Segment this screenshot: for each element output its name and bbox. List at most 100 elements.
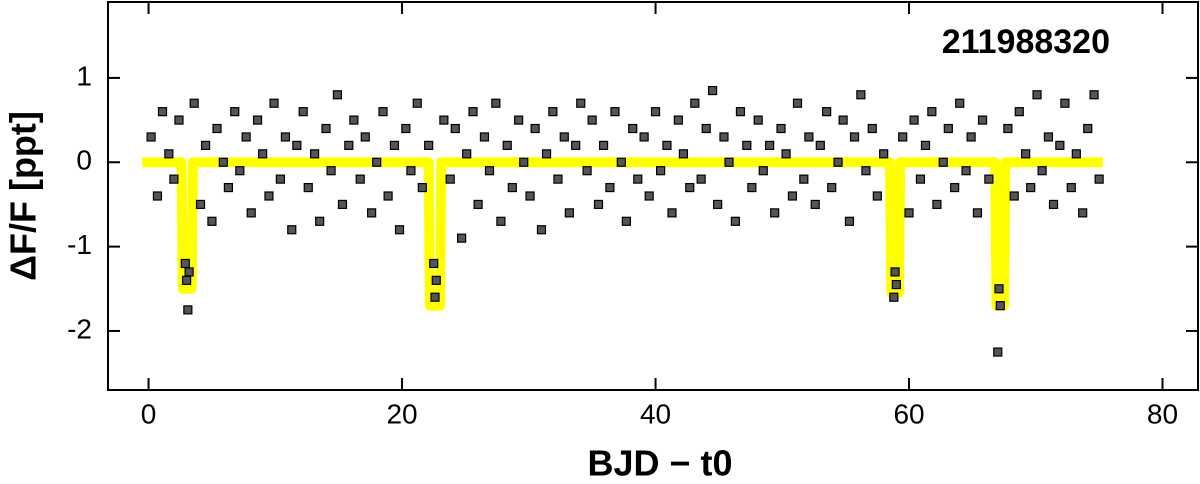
data-point — [673, 115, 683, 125]
data-point — [223, 182, 234, 193]
data-point — [758, 166, 768, 176]
data-point — [559, 132, 569, 142]
data-point — [915, 174, 926, 184]
data-point — [792, 98, 803, 108]
data-point — [822, 107, 832, 117]
data-point — [856, 90, 866, 100]
data-point — [1089, 90, 1099, 100]
data-point — [861, 166, 871, 176]
data-point — [735, 107, 746, 117]
data-point — [872, 191, 882, 201]
data-point — [344, 140, 354, 150]
data-point — [610, 107, 620, 117]
data-point — [977, 115, 988, 125]
data-point — [468, 107, 478, 117]
data-point — [541, 149, 552, 159]
data-point — [707, 85, 718, 96]
data-point — [605, 182, 615, 193]
data-point — [174, 115, 184, 125]
data-point — [943, 123, 953, 134]
data-point — [1043, 132, 1054, 142]
data-point — [298, 107, 308, 117]
data-point — [690, 98, 700, 108]
data-point — [536, 225, 547, 235]
data-point — [389, 140, 400, 150]
x-tick-label: 40 — [640, 398, 671, 429]
y-tick-label: -2 — [67, 313, 92, 344]
data-point — [587, 115, 597, 125]
data-point — [417, 182, 427, 193]
data-point — [1048, 199, 1059, 210]
data-point — [450, 123, 460, 134]
data-point — [553, 174, 563, 184]
data-point — [849, 132, 860, 142]
data-point — [439, 115, 449, 125]
data-point — [972, 208, 983, 218]
data-point — [701, 123, 711, 134]
data-point — [742, 140, 752, 150]
data-point — [367, 208, 377, 218]
data-point — [429, 258, 439, 269]
data-point — [507, 182, 517, 193]
data-point — [218, 157, 228, 167]
data-point — [326, 166, 336, 176]
data-point — [491, 98, 501, 108]
data-point — [633, 174, 643, 184]
data-point — [424, 140, 434, 150]
data-point — [473, 199, 483, 210]
data-point — [993, 347, 1003, 357]
data-point — [904, 208, 914, 218]
data-point — [628, 123, 638, 134]
data-point — [406, 166, 416, 176]
data-point — [955, 98, 965, 108]
data-point — [195, 199, 206, 210]
x-tick-label: 20 — [386, 398, 417, 429]
data-point — [719, 132, 729, 142]
data-point — [770, 208, 780, 218]
data-point — [181, 275, 192, 285]
data-point — [1078, 208, 1088, 218]
data-point — [827, 182, 837, 193]
data-point — [995, 301, 1005, 311]
data-point — [157, 107, 168, 117]
data-point — [445, 174, 455, 184]
data-point — [315, 216, 325, 226]
data-point — [662, 140, 672, 150]
data-point — [844, 216, 855, 226]
data-point — [571, 140, 581, 150]
data-point — [1026, 182, 1036, 193]
x-tick-label: 60 — [893, 398, 924, 429]
data-point — [269, 98, 279, 108]
data-point — [616, 157, 626, 167]
data-point — [184, 267, 194, 277]
data-point — [787, 191, 798, 201]
data-point — [644, 191, 654, 201]
data-point — [303, 182, 313, 193]
data-point — [189, 98, 199, 108]
data-point — [180, 258, 190, 269]
data-point — [292, 140, 302, 150]
data-point — [685, 182, 695, 193]
data-point — [696, 174, 706, 184]
data-point — [412, 98, 422, 108]
data-point — [576, 98, 586, 108]
data-point — [309, 149, 320, 159]
data-point — [994, 284, 1004, 294]
data-point — [867, 123, 877, 134]
data-point — [810, 199, 820, 210]
data-point — [621, 216, 631, 226]
data-point — [235, 166, 245, 176]
plot-frame — [107, 1, 1199, 391]
data-point — [1037, 166, 1047, 176]
data-point — [724, 157, 734, 167]
data-point — [889, 292, 899, 302]
data-point — [961, 166, 971, 176]
y-tick-label: -1 — [67, 229, 92, 260]
data-point — [1055, 140, 1065, 150]
data-point — [838, 115, 848, 125]
data-point — [252, 115, 263, 125]
data-point — [183, 305, 193, 315]
data-point — [431, 275, 441, 285]
data-point — [355, 174, 365, 184]
